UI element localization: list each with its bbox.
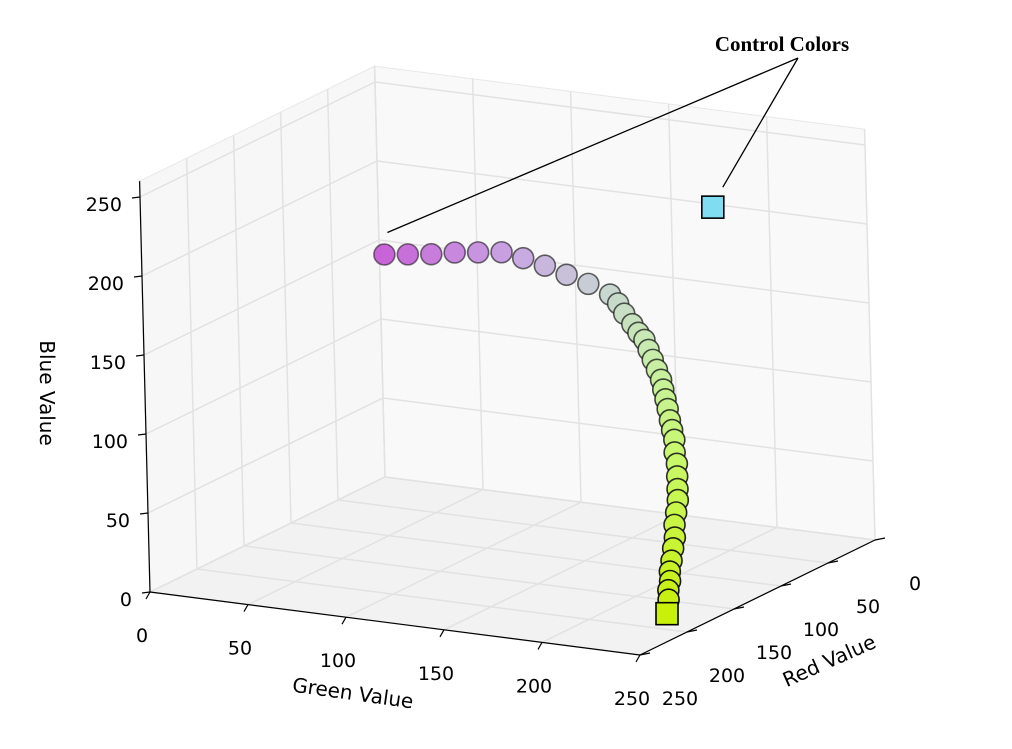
z-tick (133, 275, 143, 278)
y-axis-line (149, 591, 641, 656)
x-tick-label: 0 (909, 573, 921, 595)
annotation-arrow-line (722, 57, 799, 188)
x-tick-label: 200 (709, 665, 745, 687)
x-tick (686, 629, 698, 633)
grid-line (384, 476, 876, 541)
grid-line (345, 501, 582, 618)
x-tick-label: 50 (856, 596, 880, 618)
grid-line (382, 397, 874, 462)
y-tick-label: 100 (320, 650, 356, 672)
grid-line (143, 239, 380, 356)
grid-line (569, 91, 582, 503)
z-tick-label: 250 (86, 194, 122, 216)
grid-line (196, 568, 688, 633)
y-tick-label: 150 (418, 663, 454, 685)
x-axis-line (639, 539, 876, 656)
y-tick (635, 654, 641, 663)
y-tick-label: 0 (136, 625, 148, 647)
z-tick (135, 354, 145, 357)
control-point-square (700, 195, 725, 219)
x-tick (874, 537, 886, 541)
grid-line (443, 514, 680, 631)
data-point (490, 240, 513, 264)
data-point (555, 263, 578, 287)
y-tick-label: 50 (228, 638, 252, 660)
z-axis-line (139, 181, 151, 593)
grid-line (243, 545, 735, 610)
y-tick (341, 616, 347, 625)
annotation-label: Control Colors (715, 32, 849, 56)
data-point (511, 246, 535, 270)
z-axis-label: Blue Value (35, 340, 59, 446)
grid-line (141, 160, 378, 277)
grid-line (373, 66, 386, 478)
data-point (466, 241, 490, 264)
data-point (533, 254, 557, 277)
data-point (396, 243, 420, 266)
data-point (577, 272, 600, 296)
z-tick-label: 50 (106, 510, 130, 532)
y-axis-label: Green Value (291, 673, 415, 714)
grid-line (185, 158, 198, 570)
y-tick-label: 200 (516, 675, 552, 697)
grid-line (232, 135, 245, 547)
grid-line (471, 78, 484, 490)
y-tick (243, 604, 249, 612)
x-tick-label: 150 (756, 642, 792, 664)
grid-line (139, 81, 376, 198)
grid-line (290, 522, 782, 587)
data-point (419, 242, 443, 266)
grid-line (145, 318, 382, 435)
x-tick (733, 606, 745, 610)
x-tick (639, 652, 651, 656)
z-tick-label: 100 (92, 431, 128, 453)
z-tick-label: 150 (90, 352, 126, 374)
y-tick (439, 629, 445, 638)
grid-line (147, 397, 384, 514)
y-tick (537, 642, 543, 650)
grid-line (863, 129, 876, 541)
grid-line (247, 488, 484, 606)
grid-line (279, 112, 292, 524)
grid-line (380, 318, 872, 383)
y-tick (145, 591, 151, 600)
x-tick-label: 250 (662, 688, 698, 710)
x-tick-label: 100 (803, 619, 839, 641)
grid-line (374, 81, 866, 146)
data-point (373, 243, 396, 266)
x-tick (827, 560, 839, 564)
grid-line (765, 116, 778, 528)
annotation-arrow-line (387, 57, 799, 234)
z-tick (137, 433, 147, 436)
grid-line (149, 476, 386, 593)
data-point (443, 241, 466, 264)
control-point-square (655, 601, 679, 626)
x-tick (780, 583, 792, 587)
z-tick (141, 591, 151, 594)
grid-line (326, 89, 339, 501)
grid-line (376, 160, 868, 225)
z-tick (131, 196, 141, 199)
z-tick-label: 0 (120, 589, 132, 611)
z-tick (139, 512, 149, 515)
y-tick-label: 250 (614, 688, 650, 710)
grid-line (337, 499, 829, 564)
z-tick-label: 200 (88, 273, 124, 295)
